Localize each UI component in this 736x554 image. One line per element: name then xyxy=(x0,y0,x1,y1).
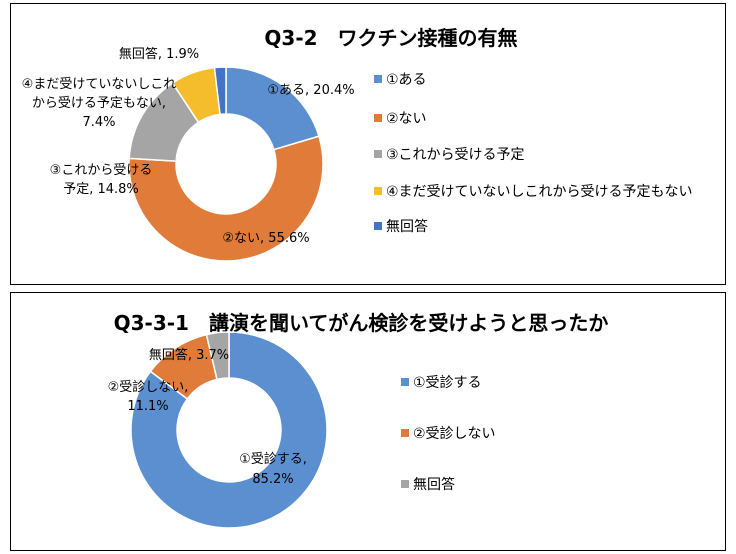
slice-3 xyxy=(205,331,230,381)
data-labels: ①受診する, 85.2% ②受診しない, 11.1% 無回答, 3.7% xyxy=(108,347,307,487)
legend-label: ③これから受ける予定 xyxy=(386,147,525,163)
vaccination-donut-chart: Q3-2 ワクチン接種の有無 ①ある, 20.4% ②ない, 55.6% ③これから… xyxy=(22,26,693,262)
data-label: ④まだ受けていないしこれ xyxy=(22,77,177,92)
legend-swatch xyxy=(374,75,382,83)
data-label: 無回答, 1.9% xyxy=(119,46,199,62)
legend-label: ②受診しない xyxy=(413,426,496,442)
slices xyxy=(130,331,328,529)
legend-label: ②ない xyxy=(386,111,427,127)
data-label: 11.1% xyxy=(127,399,168,414)
legend-swatch xyxy=(401,429,409,437)
slice-5 xyxy=(213,66,227,116)
data-label: 7.4% xyxy=(82,115,115,130)
legend-label: ④まだ受けていないしこれから受ける予定もない xyxy=(386,184,693,200)
data-label: ①受診する, xyxy=(239,451,307,467)
slice-1 xyxy=(130,331,328,529)
legend-label: 無回答 xyxy=(413,476,455,493)
screening-donut-chart: Q3-3-1 講演を聞いてがん検診を受けようと思ったか ①受診する, 85.2% ②… xyxy=(108,311,609,529)
legend-swatch xyxy=(374,114,382,122)
data-label: 85.2% xyxy=(252,472,293,487)
legend-label: ①ある xyxy=(386,72,427,88)
legend-swatch xyxy=(401,480,409,488)
data-label: から受ける予定もない, xyxy=(32,96,166,111)
data-label: ③これから受ける xyxy=(50,163,153,178)
chart-title: Q3-2 ワクチン接種の有無 xyxy=(264,26,517,50)
legend-label: 無回答 xyxy=(386,218,428,235)
legend-swatch xyxy=(374,150,382,158)
chart-panel-vaccination: Q3-2 ワクチン接種の有無 ①ある, 20.4% ②ない, 55.6% ③これから… xyxy=(10,3,726,285)
legend-swatch xyxy=(401,378,409,386)
data-label: ①ある, 20.4% xyxy=(267,83,354,98)
slice-2 xyxy=(128,135,324,262)
data-label: 予定, 14.8% xyxy=(63,182,139,197)
legend-swatch xyxy=(374,222,382,230)
slices xyxy=(128,66,324,262)
chart-title: Q3-3-1 講演を聞いてがん検診を受けようと思ったか xyxy=(114,311,609,335)
data-labels: ①ある, 20.4% ②ない, 55.6% ③これから受ける予定, 14.8% ④まだ… xyxy=(22,46,355,246)
legend-swatch xyxy=(374,187,382,195)
data-label: ②ない, 55.6% xyxy=(222,231,309,246)
chart-panel-screening: Q3-3-1 講演を聞いてがん検診を受けようと思ったか ①受診する, 85.2% ②… xyxy=(10,292,726,551)
data-label: ②受診しない, xyxy=(108,379,189,395)
legend: ①ある ②ない ③これから受ける予定 ④まだ受けていないしこれから受ける予定もない無回… xyxy=(374,72,693,235)
data-label: 無回答, 3.7% xyxy=(149,347,229,363)
legend-label: ①受診する xyxy=(413,375,482,391)
slice-1 xyxy=(225,66,320,151)
